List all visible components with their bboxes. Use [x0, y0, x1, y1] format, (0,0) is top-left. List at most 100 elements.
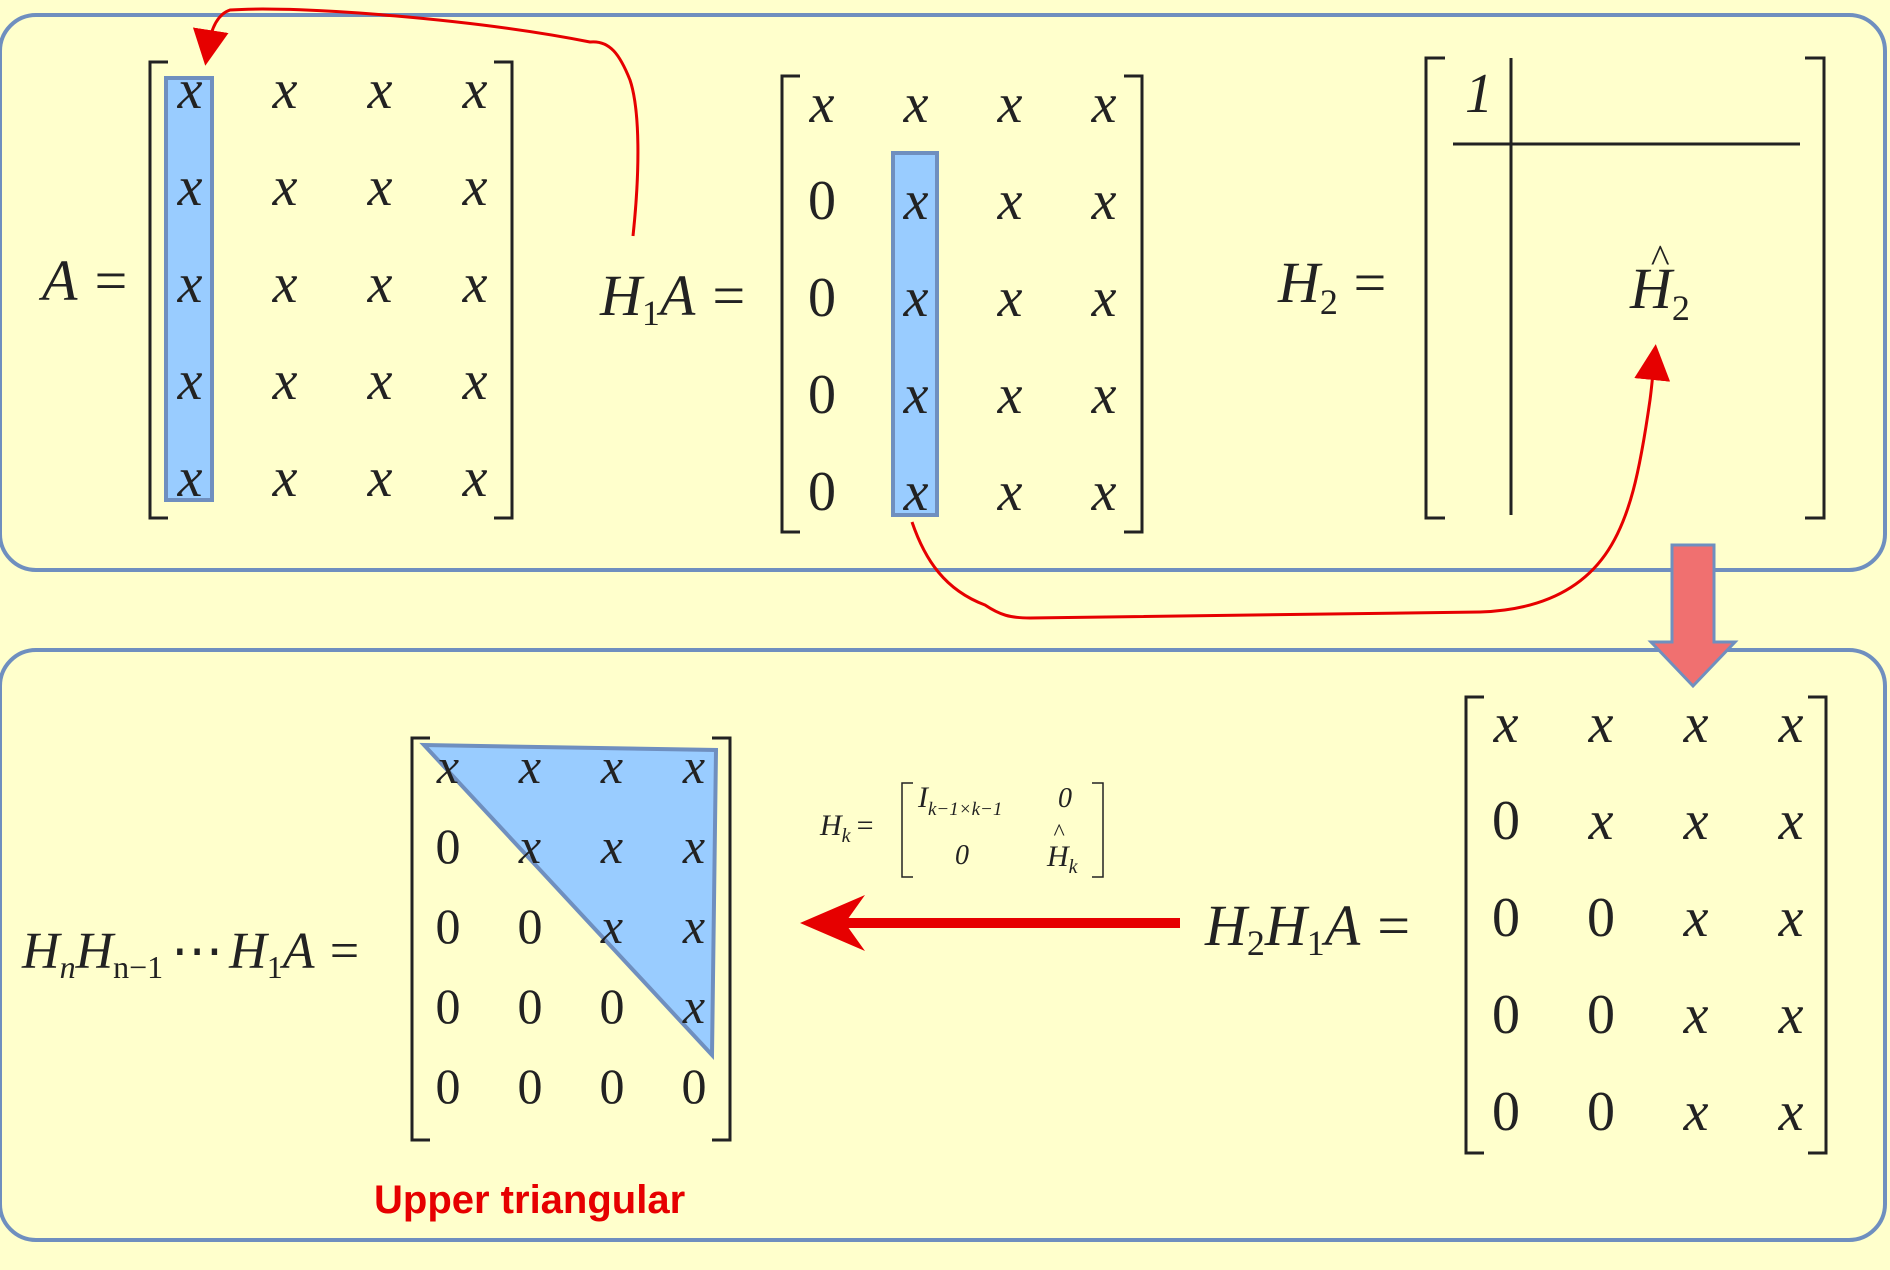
matrix-entry: x — [272, 253, 298, 315]
matrix-entry: x — [903, 461, 929, 523]
H2-hat-mark: ^ — [1650, 236, 1670, 281]
matrix-entry: x — [903, 73, 929, 135]
matrix-entry: x — [1588, 693, 1614, 755]
matrix-entry: 0 — [518, 1058, 543, 1114]
svg-text:Hk=: Hk = — [819, 809, 873, 847]
lhs-H2: H2 = — [1277, 250, 1389, 322]
matrix-entry: x — [272, 350, 298, 412]
matrix-entry: x — [1091, 170, 1117, 232]
matrix-final-entries: x x x x0 x x x0 0 x x0 0 0 x0 0 0 0 — [436, 738, 707, 1114]
svg-text:0: 0 — [955, 840, 969, 871]
matrix-entry: x — [997, 73, 1023, 135]
matrix-entry: 0 — [1587, 1081, 1615, 1143]
H2-hat-block: H2 — [1629, 256, 1690, 328]
curved-arrow-to-A — [192, 7, 640, 237]
matrix-H2H1A-entries: x x x x0 x x x0 0 x x0 0 x x0 0 x x — [1492, 693, 1804, 1143]
matrix-entry: 0 — [808, 461, 836, 523]
matrix-entry: 0 — [1492, 790, 1520, 852]
matrix-entry: x — [903, 364, 929, 426]
matrix-entry: 0 — [808, 170, 836, 232]
svg-text:0: 0 — [1058, 783, 1072, 814]
matrix-entry: 0 — [1492, 984, 1520, 1046]
lhs-A: A = — [38, 248, 130, 313]
lhs-final: HnHn−1 ⋯ H1A = — [21, 923, 362, 985]
matrix-entry: x — [462, 59, 488, 121]
column-highlight-A — [164, 76, 214, 502]
matrix-entry: x — [1683, 693, 1709, 755]
bracket-left-final — [410, 736, 430, 1142]
matrix-entry: x — [177, 59, 203, 121]
matrix-entry: x — [518, 738, 541, 794]
matrix-entry: 0 — [436, 1058, 461, 1114]
column-highlight-H1A — [891, 151, 939, 517]
matrix-entry: x — [1683, 984, 1709, 1046]
matrix-entry: x — [903, 170, 929, 232]
matrix-entry: 0 — [1492, 887, 1520, 949]
matrix-entry: x — [600, 738, 623, 794]
matrix-entry: 0 — [1587, 887, 1615, 949]
matrix-entry: x — [682, 818, 705, 874]
lhs-H1A: H1A = — [599, 263, 748, 333]
matrix-entry: x — [1778, 887, 1804, 949]
matrix-entry: 0 — [600, 1058, 625, 1114]
svg-text:Hk: Hk — [1046, 840, 1079, 878]
matrix-entry: x — [272, 447, 298, 509]
curved-arrow-to-H2hat — [910, 344, 1671, 620]
matrix-entry: x — [1778, 693, 1804, 755]
matrix-entry: x — [600, 898, 623, 954]
matrix-entry: x — [1778, 984, 1804, 1046]
bracket-right-H1A — [1124, 74, 1144, 534]
matrix-entry: x — [272, 156, 298, 218]
matrix-entry: x — [1683, 1081, 1709, 1143]
matrix-entry: 0 — [682, 1058, 707, 1114]
matrix-entry: 0 — [518, 978, 543, 1034]
matrix-entry: x — [367, 350, 393, 412]
matrix-entry: 0 — [600, 978, 625, 1034]
matrix-entry: x — [518, 818, 541, 874]
matrix-entry: x — [809, 73, 835, 135]
matrix-entry: x — [997, 267, 1023, 329]
matrix-entry: x — [1588, 790, 1614, 852]
svg-text:^: ^ — [1053, 820, 1065, 846]
matrix-entry: x — [997, 170, 1023, 232]
matrix-entry: x — [1091, 267, 1117, 329]
lhs-H2H1A: H2H1A = — [1204, 893, 1413, 963]
down-arrow — [1647, 543, 1739, 689]
matrix-entry: x — [682, 738, 705, 794]
matrix-entry: 0 — [1492, 1081, 1520, 1143]
bottom-panel — [0, 648, 1887, 1242]
bracket-right-H2H1A — [1808, 695, 1828, 1155]
bracket-right-A — [494, 60, 514, 520]
left-arrow-head — [800, 895, 865, 951]
matrix-entry: x — [462, 350, 488, 412]
matrix-entry: x — [177, 156, 203, 218]
upper-triangular-caption: Upper triangular — [374, 1178, 685, 1222]
matrix-entry: x — [1091, 364, 1117, 426]
matrix-entry: x — [462, 253, 488, 315]
matrix-entry: x — [997, 364, 1023, 426]
matrix-entry: 0 — [518, 898, 543, 954]
matrix-entry: x — [1778, 1081, 1804, 1143]
matrix-entry: x — [682, 898, 705, 954]
matrix-entry: x — [1683, 790, 1709, 852]
matrix-entry: x — [600, 818, 623, 874]
bracket-right-H2 — [1805, 56, 1826, 520]
matrix-entry: x — [1683, 887, 1709, 949]
matrix-entry: x — [367, 156, 393, 218]
matrix-entry: x — [177, 350, 203, 412]
matrix-entry: 0 — [436, 978, 461, 1034]
H2-corner-one: 1 — [1465, 63, 1493, 125]
matrix-entry: x — [1091, 73, 1117, 135]
matrix-entry: 0 — [436, 898, 461, 954]
matrix-entry: x — [997, 461, 1023, 523]
matrix-entry: x — [367, 447, 393, 509]
matrix-entry: x — [1778, 790, 1804, 852]
matrix-entry: x — [177, 253, 203, 315]
matrix-entry: x — [1493, 693, 1519, 755]
top-panel — [0, 13, 1887, 572]
matrix-entry: x — [436, 738, 459, 794]
matrix-entry: x — [1091, 461, 1117, 523]
svg-text:Ik−1×k−1: Ik−1×k−1 — [917, 781, 1002, 820]
bracket-left-H2H1A — [1464, 695, 1484, 1155]
